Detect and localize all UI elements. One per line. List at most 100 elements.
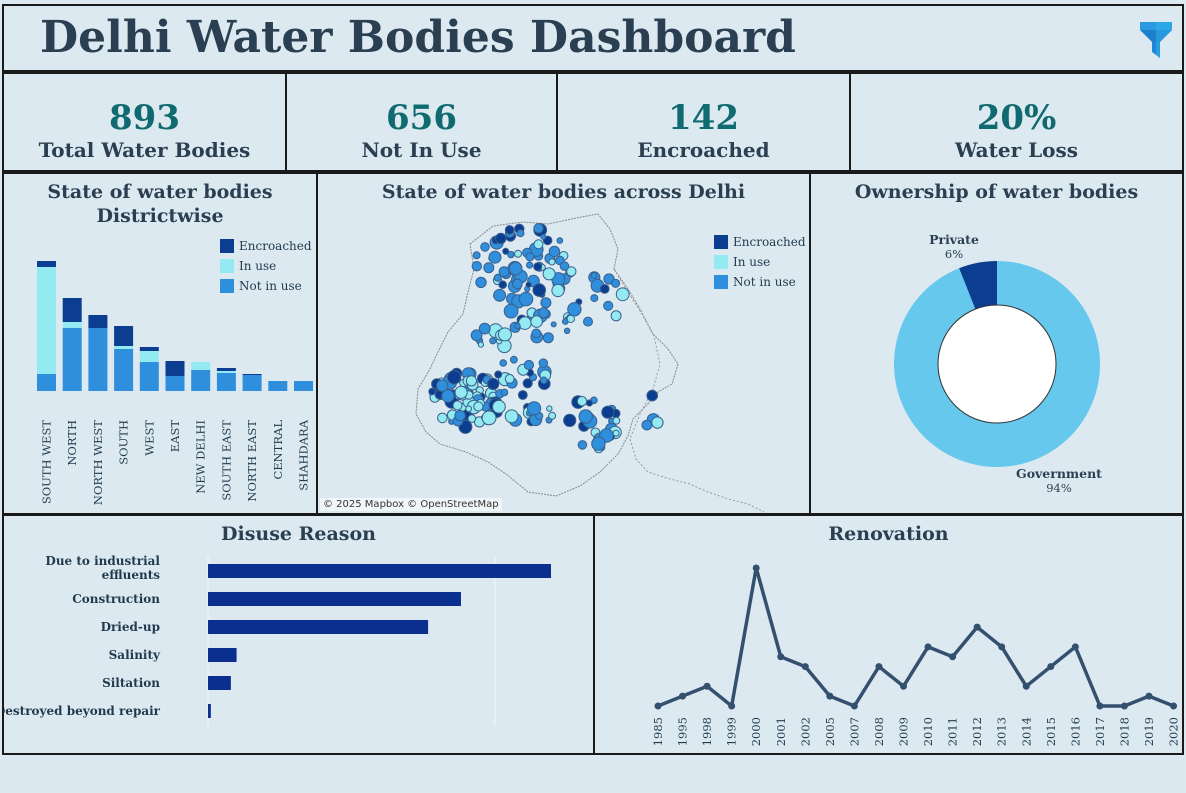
data-point[interactable] [679,692,687,700]
water-body-marker[interactable] [563,413,577,427]
data-point[interactable] [900,682,907,690]
donut-slice-government[interactable] [894,261,1100,467]
disuse-bar[interactable] [208,592,461,606]
water-body-marker[interactable] [478,322,491,335]
water-body-marker[interactable] [615,287,630,302]
data-point[interactable] [1047,663,1055,671]
water-body-marker[interactable] [538,358,549,368]
water-body-marker[interactable] [508,261,523,276]
water-body-marker[interactable] [472,251,481,260]
water-body-marker[interactable] [473,401,484,412]
bar-segment-in-use[interactable] [139,351,159,362]
water-body-marker[interactable] [518,316,532,330]
water-body-marker[interactable] [494,370,503,379]
water-body-marker[interactable] [533,239,544,250]
water-body-marker[interactable] [641,419,653,431]
water-body-marker[interactable] [470,329,483,342]
data-point[interactable] [1120,702,1128,710]
data-point[interactable] [850,702,858,710]
water-body-marker[interactable] [532,283,546,297]
water-body-marker[interactable] [493,288,507,302]
bar-segment-not-in-use[interactable] [114,349,134,391]
water-body-marker[interactable] [612,416,621,425]
water-body-marker[interactable] [500,388,509,397]
water-body-marker[interactable] [538,307,550,319]
data-point[interactable] [826,692,834,700]
bar-segment-encroached[interactable] [37,261,56,267]
water-body-marker[interactable] [454,385,468,399]
bar-segment-in-use[interactable] [62,322,82,328]
water-body-marker[interactable] [550,321,557,328]
data-point[interactable] [924,643,932,651]
data-point[interactable] [777,653,785,661]
water-body-marker[interactable] [465,405,473,413]
water-body-marker[interactable] [585,399,593,407]
bar-segment-not-in-use[interactable] [62,328,82,391]
water-body-marker[interactable] [428,387,436,396]
water-body-marker[interactable] [523,359,534,371]
bar-segment-in-use[interactable] [216,371,236,373]
disuse-bar[interactable] [208,648,237,662]
bar-segment-not-in-use[interactable] [216,373,236,391]
water-body-marker[interactable] [556,237,564,244]
data-point[interactable] [1170,702,1178,710]
water-body-marker[interactable] [517,390,528,400]
data-point[interactable] [728,702,736,710]
water-body-marker[interactable] [446,370,462,385]
water-body-marker[interactable] [518,291,534,307]
data-point[interactable] [1071,643,1079,651]
water-body-marker[interactable] [603,300,614,311]
water-body-marker[interactable] [498,280,507,289]
water-body-marker[interactable] [612,429,620,437]
water-body-marker[interactable] [591,436,606,451]
disuse-bar[interactable] [208,620,429,634]
water-body-marker[interactable] [483,262,495,274]
bar-segment-encroached[interactable] [62,298,82,322]
donut-slice-private[interactable] [959,261,997,310]
water-body-marker[interactable] [504,374,515,384]
bar-segment-encroached[interactable] [114,326,134,346]
filter-icon[interactable] [1138,18,1174,58]
water-body-marker[interactable] [542,332,554,344]
water-body-marker[interactable] [503,303,519,319]
water-body-marker[interactable] [507,250,515,259]
delhi-map[interactable] [318,174,809,513]
water-body-marker[interactable] [514,322,521,330]
water-body-marker[interactable] [504,409,519,424]
water-body-marker[interactable] [480,242,490,252]
water-body-marker[interactable] [525,281,532,288]
bar-segment-encroached[interactable] [216,368,236,371]
water-body-marker[interactable] [502,247,510,255]
water-body-marker[interactable] [522,378,533,389]
bar-segment-in-use[interactable] [37,267,56,374]
water-body-marker[interactable] [526,261,534,269]
data-point[interactable] [1022,682,1030,690]
data-point[interactable] [1096,702,1104,710]
water-body-marker[interactable] [492,399,506,414]
data-point[interactable] [752,564,760,572]
water-body-marker[interactable] [611,278,621,288]
water-body-marker[interactable] [477,341,484,348]
water-body-marker[interactable] [576,396,588,407]
bar-segment-not-in-use[interactable] [165,376,185,391]
data-point[interactable] [654,702,662,710]
bar-segment-not-in-use[interactable] [268,381,288,391]
bar-segment-encroached[interactable] [88,315,108,328]
water-body-marker[interactable] [497,327,512,342]
water-body-marker[interactable] [542,267,556,281]
water-body-marker[interactable] [548,411,557,420]
water-body-marker[interactable] [567,302,582,317]
water-body-marker[interactable] [487,377,500,391]
water-body-marker[interactable] [441,389,455,403]
water-body-marker[interactable] [540,376,548,385]
map-copyright[interactable]: © 2025 Mapbox © OpenStreetMap [320,498,502,511]
water-body-marker[interactable] [488,250,502,264]
water-body-marker[interactable] [454,410,466,422]
water-body-marker[interactable] [516,229,525,238]
data-point[interactable] [973,623,981,631]
water-body-marker[interactable] [499,359,507,367]
water-body-marker[interactable] [504,225,515,235]
water-body-marker[interactable] [465,375,477,387]
water-body-marker[interactable] [578,409,593,424]
water-body-marker[interactable] [475,276,487,289]
